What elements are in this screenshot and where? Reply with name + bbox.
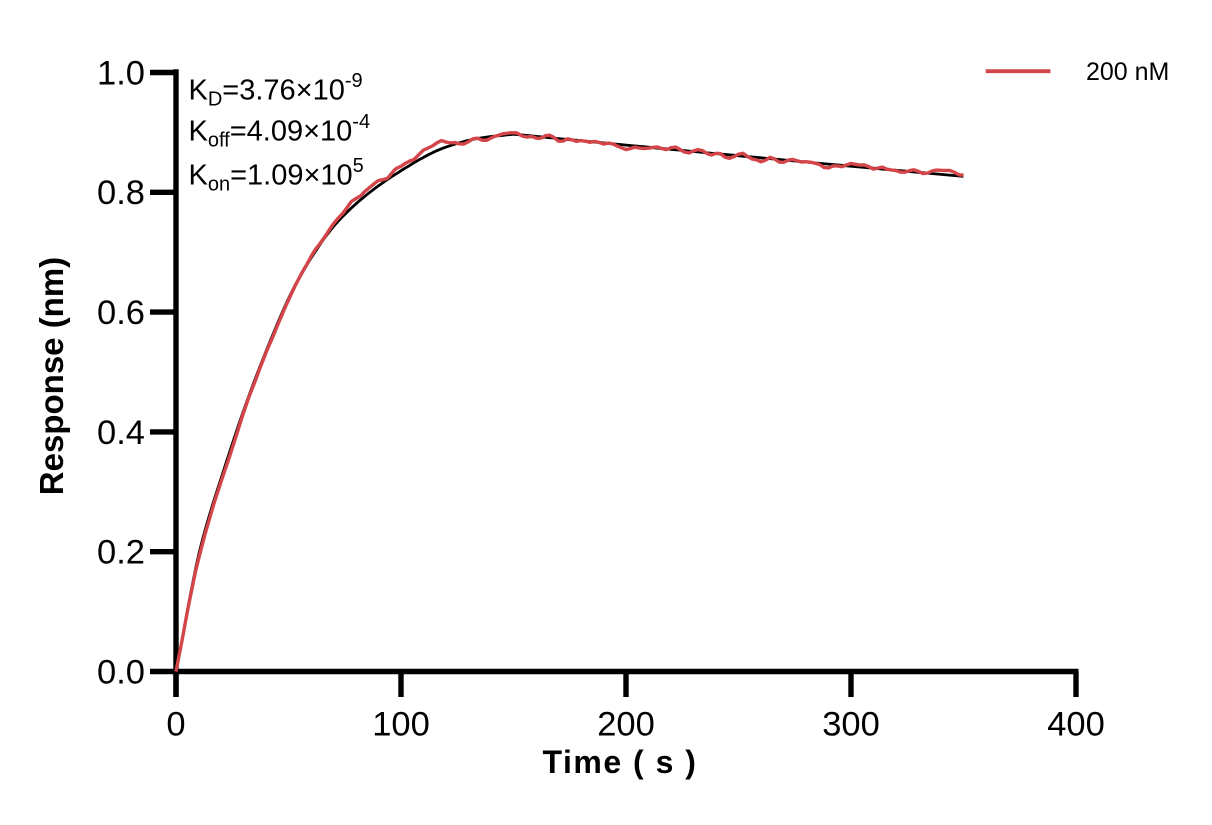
svg-text:Kon=1.09×105: Kon=1.09×105 [189, 155, 364, 196]
svg-text:Time ( s ): Time ( s ) [543, 744, 698, 780]
svg-text:100: 100 [372, 706, 430, 744]
svg-text:0.4: 0.4 [97, 414, 145, 452]
svg-text:0.2: 0.2 [97, 534, 145, 572]
svg-text:0: 0 [166, 706, 185, 744]
svg-text:200: 200 [597, 706, 655, 744]
svg-text:200 nM: 200 nM [1086, 58, 1169, 86]
svg-text:0.0: 0.0 [97, 653, 145, 691]
svg-text:0.8: 0.8 [97, 174, 145, 212]
svg-text:Response (nm): Response (nm) [33, 257, 70, 495]
svg-text:0.6: 0.6 [97, 294, 145, 332]
svg-text:400: 400 [1047, 706, 1105, 744]
svg-text:300: 300 [822, 706, 880, 744]
svg-text:Koff=4.09×10-4: Koff=4.09×10-4 [189, 111, 371, 152]
svg-text:1.0: 1.0 [97, 54, 145, 92]
